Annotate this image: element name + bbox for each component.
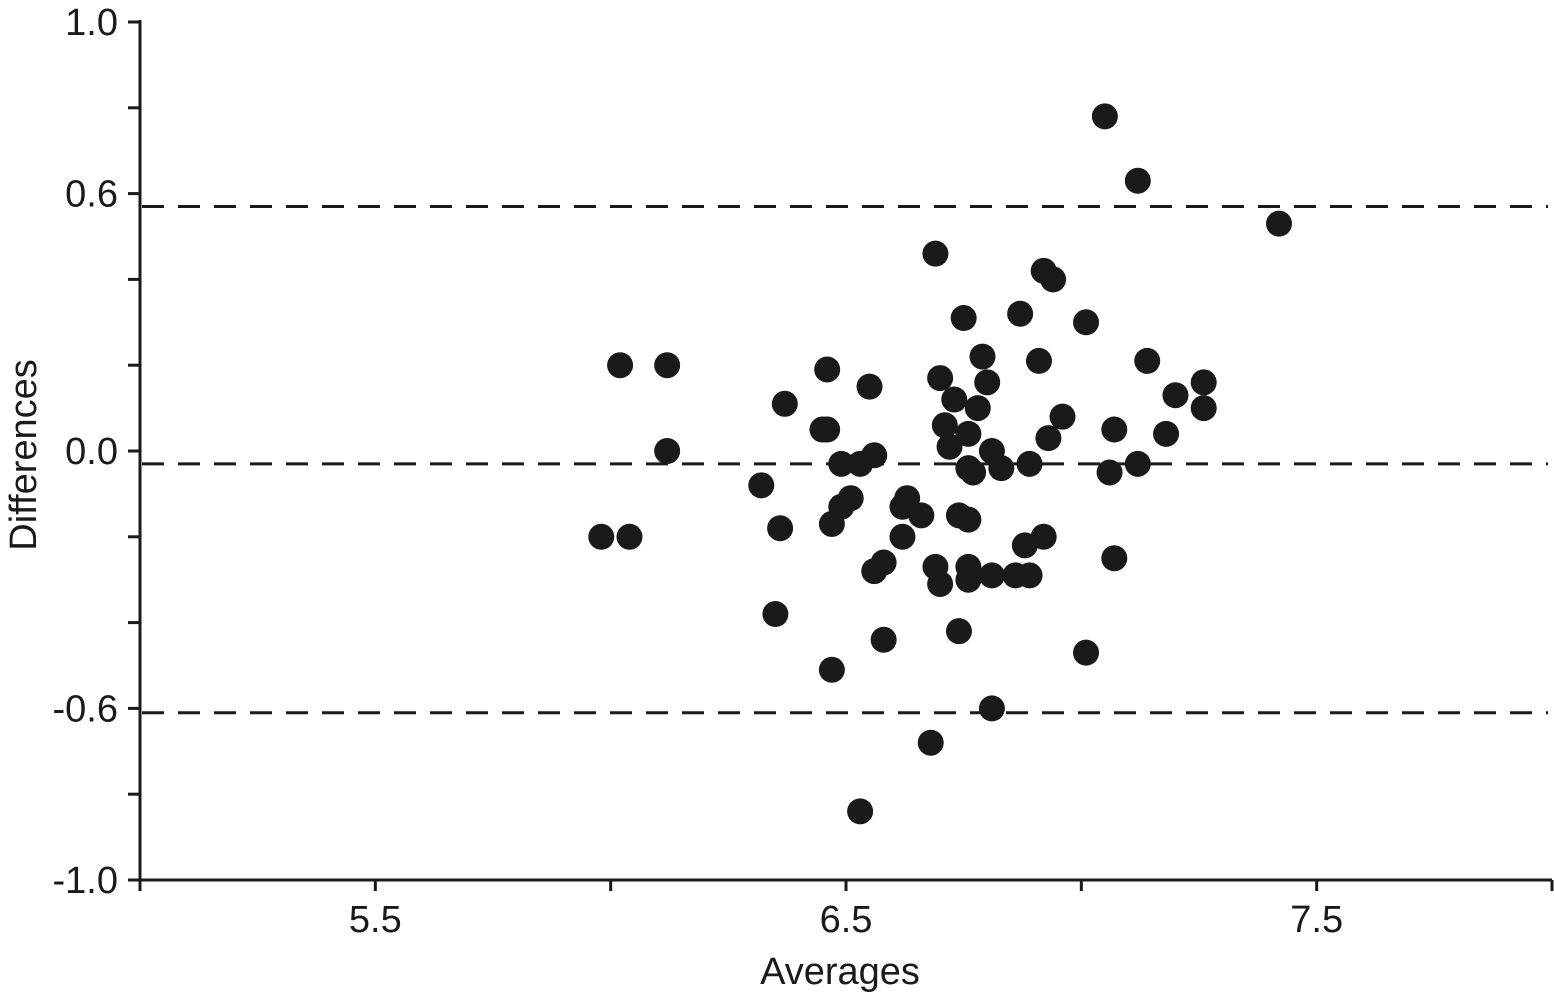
data-point bbox=[960, 459, 987, 486]
data-point bbox=[936, 433, 963, 460]
data-point bbox=[870, 626, 897, 653]
data-point bbox=[955, 566, 982, 593]
x-axis-title: Averages bbox=[760, 951, 920, 993]
data-point bbox=[654, 438, 681, 464]
data-point bbox=[908, 502, 935, 529]
data-point bbox=[767, 515, 794, 542]
y-tick-label: -1.0 bbox=[53, 860, 118, 902]
data-point bbox=[1025, 347, 1052, 374]
data-point bbox=[771, 390, 798, 417]
data-point bbox=[1134, 347, 1161, 374]
data-point bbox=[1073, 309, 1100, 336]
data-point bbox=[889, 523, 916, 550]
data-point bbox=[1190, 395, 1217, 422]
data-point bbox=[945, 618, 972, 645]
data-point bbox=[988, 455, 1015, 482]
data-point bbox=[828, 450, 855, 477]
data-point bbox=[1153, 420, 1180, 447]
data-point bbox=[978, 562, 1005, 589]
data-point bbox=[955, 420, 982, 447]
data-point bbox=[1049, 403, 1076, 430]
data-point bbox=[748, 472, 775, 499]
data-points bbox=[588, 103, 1293, 825]
data-point bbox=[927, 365, 954, 392]
data-point bbox=[1091, 103, 1118, 130]
data-point bbox=[969, 343, 996, 370]
axes: -1.0 -0.6 0.0 0.6 1.0 5.5 6.5 7.5 bbox=[53, 2, 1554, 941]
data-point bbox=[950, 305, 977, 332]
data-point bbox=[818, 656, 845, 683]
y-tick-label: 1.0 bbox=[65, 2, 118, 44]
data-point bbox=[1266, 210, 1293, 237]
data-point bbox=[974, 369, 1001, 396]
data-point bbox=[1190, 369, 1217, 396]
y-tick-label: -0.6 bbox=[53, 688, 118, 730]
data-point bbox=[861, 558, 888, 585]
data-point bbox=[856, 373, 883, 400]
data-point bbox=[978, 695, 1005, 722]
data-point bbox=[1124, 167, 1151, 194]
x-axis-ticks: 5.5 6.5 7.5 bbox=[138, 880, 1554, 941]
data-point bbox=[1040, 266, 1067, 293]
y-axis-title: Differences bbox=[3, 359, 45, 551]
x-tick-label: 7.5 bbox=[1290, 899, 1343, 941]
data-point bbox=[1016, 562, 1043, 589]
data-point bbox=[814, 356, 841, 383]
data-point bbox=[1162, 382, 1189, 409]
data-point bbox=[931, 412, 958, 439]
data-point bbox=[1035, 425, 1062, 452]
data-point bbox=[762, 601, 789, 628]
data-point bbox=[917, 729, 944, 756]
data-point bbox=[927, 570, 954, 597]
data-point bbox=[1030, 523, 1057, 550]
data-point bbox=[1101, 416, 1128, 443]
data-point bbox=[1124, 450, 1151, 477]
data-point bbox=[1096, 459, 1123, 486]
data-point bbox=[818, 510, 845, 537]
y-tick-label: 0.6 bbox=[65, 174, 118, 216]
data-point bbox=[1007, 300, 1034, 327]
data-point bbox=[654, 352, 681, 379]
x-tick-label: 6.5 bbox=[820, 899, 873, 941]
data-point bbox=[814, 416, 841, 443]
data-point bbox=[922, 240, 949, 267]
data-point bbox=[588, 523, 615, 550]
x-tick-label: 5.5 bbox=[349, 899, 402, 941]
data-point bbox=[1073, 639, 1100, 666]
data-point bbox=[847, 798, 874, 825]
data-point bbox=[955, 506, 982, 533]
y-axis-ticks: -1.0 -0.6 0.0 0.6 1.0 bbox=[53, 2, 140, 902]
data-point bbox=[1101, 545, 1128, 572]
data-point bbox=[1016, 450, 1043, 477]
data-point bbox=[607, 352, 634, 379]
data-point bbox=[847, 450, 874, 477]
y-tick-label: 0.0 bbox=[65, 431, 118, 473]
data-point bbox=[964, 395, 991, 422]
data-point bbox=[616, 523, 643, 550]
data-point bbox=[941, 386, 968, 413]
